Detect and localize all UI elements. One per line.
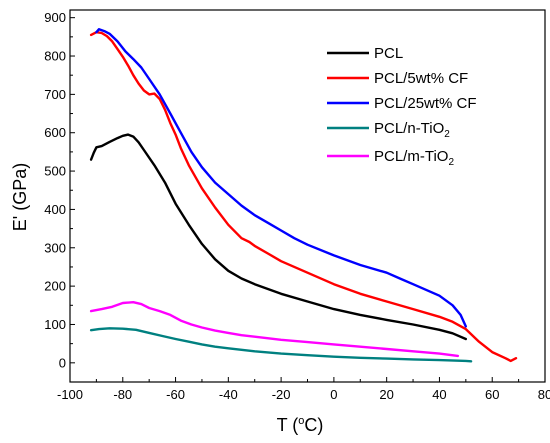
x-tick-label: 60 xyxy=(485,387,499,402)
x-tick-label: -100 xyxy=(57,387,83,402)
series-line xyxy=(89,301,460,358)
x-tick-label: -80 xyxy=(113,387,132,402)
series-line xyxy=(95,28,467,328)
legend-label: PCL xyxy=(374,45,403,62)
x-axis-label-main: T ( xyxy=(277,415,299,435)
x-axis-label-unit: C) xyxy=(304,415,323,435)
x-axis: -100 -80 -60 -40 -20 0 20 40 60 80 xyxy=(57,377,550,402)
y-tick-label: 200 xyxy=(44,279,66,294)
y-axis-label: E' (GPa) xyxy=(10,163,30,231)
x-tick-label: 0 xyxy=(330,387,337,402)
legend-label: PCL/25wt% CF xyxy=(374,95,477,112)
x-axis-label-degree: o xyxy=(298,415,304,427)
y-tick-label: 800 xyxy=(44,49,66,64)
x-tick-label: 80 xyxy=(538,387,550,402)
y-axis: 0 100 200 300 400 500 600 700 800 900 xyxy=(44,10,75,370)
y-tick-label: 400 xyxy=(44,202,66,217)
x-tick-label: -20 xyxy=(272,387,291,402)
legend-label: PCL/m-TiO2 xyxy=(374,148,454,168)
series-line xyxy=(89,327,473,363)
series-line xyxy=(89,31,518,363)
legend: PCL PCL/5wt% CF PCL/25wt% CF PCL/n-TiO2 PCL/… xyxy=(327,45,477,168)
y-tick-label: 500 xyxy=(44,164,66,179)
legend-label: PCL/n-TiO2 xyxy=(374,120,450,140)
y-tick-label: 300 xyxy=(44,240,66,255)
x-tick-label: 40 xyxy=(432,387,446,402)
y-tick-label: 900 xyxy=(44,10,66,25)
x-tick-label: 20 xyxy=(379,387,393,402)
legend-label: PCL/5wt% CF xyxy=(374,70,468,87)
y-tick-label: 100 xyxy=(44,317,66,332)
y-tick-label: 600 xyxy=(44,125,66,140)
y-tick-label: 0 xyxy=(59,355,66,370)
series-lines xyxy=(89,28,518,363)
series-line xyxy=(89,133,467,341)
y-tick-label: 700 xyxy=(44,87,66,102)
x-axis-label: T (oC) xyxy=(277,415,324,435)
x-tick-label: -60 xyxy=(166,387,185,402)
x-tick-label: -40 xyxy=(219,387,238,402)
